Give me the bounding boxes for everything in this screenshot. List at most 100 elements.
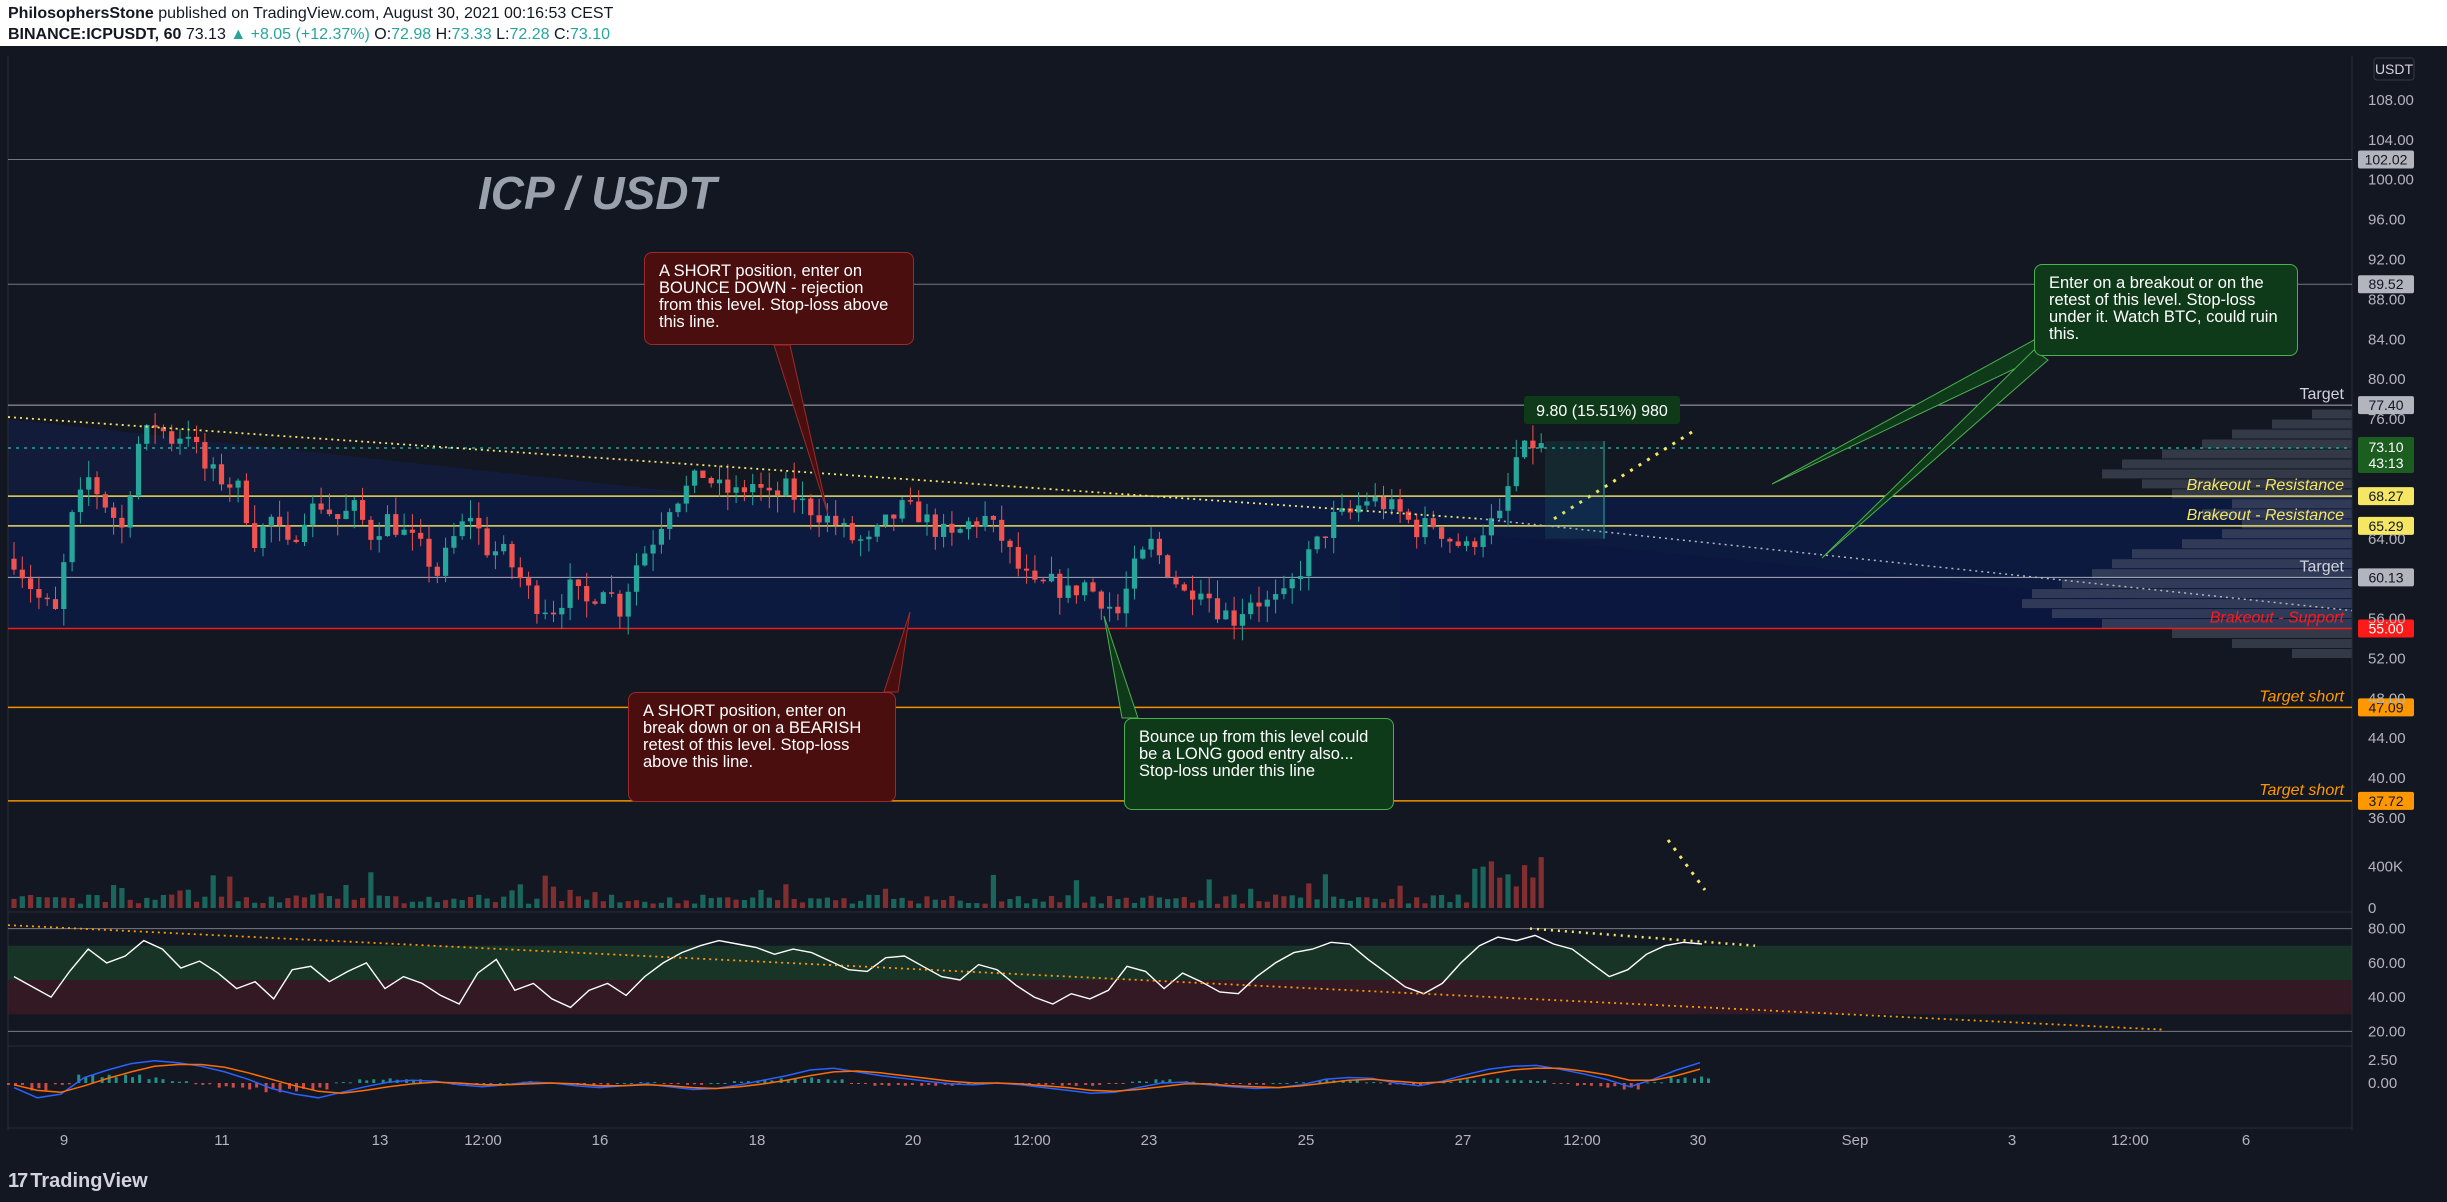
macd-histogram-bar — [896, 1083, 900, 1085]
macd-histogram-bar — [21, 1083, 24, 1085]
volume-bar — [1356, 897, 1362, 908]
volume-bar — [1181, 897, 1187, 908]
candle-body — [351, 500, 357, 511]
volume-bar — [542, 875, 548, 908]
candle-body — [542, 612, 548, 615]
candle-body — [526, 578, 532, 586]
macd-histogram-bar — [1529, 1080, 1533, 1083]
macd-histogram-bar — [271, 1083, 275, 1090]
macd-histogram-bar — [1145, 1081, 1148, 1083]
volume-profile-bar — [2272, 419, 2352, 429]
candle-body — [1339, 508, 1345, 512]
volume-bar — [567, 889, 573, 908]
macd-histogram-bar — [1482, 1078, 1486, 1083]
macd-histogram-bar — [1114, 1083, 1118, 1084]
macd-histogram-bar — [676, 1083, 680, 1084]
volume-bar — [692, 903, 698, 908]
volume-bar — [260, 903, 266, 908]
candle-body — [1314, 536, 1320, 550]
note-short-top[interactable]: A SHORT position, enter on BOUNCE DOWN -… — [644, 252, 914, 345]
volume-bar — [102, 901, 108, 908]
footer-bar: 17 TradingView — [0, 1160, 2447, 1202]
volume-bar — [86, 894, 92, 908]
currency-label: USDT — [2375, 61, 2414, 77]
volume-tick: 400K — [2368, 858, 2403, 875]
signal-line — [13, 1063, 1701, 1094]
rsi-tick-60.00: 60.00 — [2368, 955, 2406, 972]
macd-histogram-bar — [1700, 1076, 1703, 1083]
candle-body — [160, 427, 166, 432]
candle-body — [824, 515, 830, 523]
volume-bar — [1497, 877, 1503, 908]
volume-bar — [1007, 899, 1013, 908]
chart-canvas[interactable]: Target Brakeout - Resistance Brakeout - Re… — [0, 46, 2447, 1160]
macd-histogram-bar — [583, 1083, 586, 1085]
volume-bar — [77, 903, 83, 908]
high-value: 73.33 — [451, 26, 492, 43]
candle-body — [716, 479, 723, 484]
macd-histogram-bar — [124, 1074, 128, 1083]
volume-bar — [808, 898, 814, 908]
macd-histogram-bar — [1037, 1083, 1041, 1085]
candle-body — [700, 470, 706, 478]
volume-bar — [1140, 897, 1146, 908]
descending-trendline-extension — [1479, 518, 2353, 612]
volume-bar — [1048, 895, 1055, 908]
macd-histogram-bar — [810, 1077, 814, 1083]
candle-body — [1405, 511, 1411, 520]
price-tick-36: 36.00 — [2368, 810, 2406, 827]
symbol-name[interactable]: BINANCE:ICPUSDT, 60 — [8, 26, 182, 43]
candle-body — [1223, 610, 1229, 620]
high-label: H: — [435, 26, 452, 43]
candle-body — [77, 489, 83, 513]
candle-body — [210, 464, 216, 469]
macd-histogram-bar — [288, 1083, 291, 1089]
candle-body — [1439, 527, 1445, 539]
macd-histogram-bar — [505, 1083, 509, 1084]
volume-bar — [1289, 895, 1295, 908]
candle-body — [609, 592, 615, 594]
candle-body — [1190, 590, 1196, 600]
open-value: 72.98 — [391, 26, 432, 43]
price-tag-text-55: 55.00 — [2368, 621, 2403, 637]
macd-histogram-bar — [311, 1083, 315, 1090]
volume-bar — [434, 902, 440, 908]
tradingview-logo[interactable]: 17 TradingView — [8, 1170, 148, 1193]
volume-bar — [1405, 903, 1411, 908]
candle-body — [418, 532, 424, 539]
volume-profile-bar — [2172, 629, 2352, 638]
volume-bar — [965, 902, 972, 908]
bar-countdown: 43:13 — [2368, 455, 2403, 471]
volume-bar — [285, 898, 291, 908]
current-price-value: 73.10 — [2368, 439, 2403, 455]
volume-bar — [243, 897, 249, 908]
macd-histogram-bar — [208, 1083, 212, 1085]
volume-bar — [941, 899, 947, 908]
macd-histogram-bar — [1669, 1077, 1673, 1083]
macd-histogram-bar — [1472, 1080, 1476, 1083]
candle-body — [1322, 536, 1328, 539]
note-breakout[interactable]: Enter on a breakout or on the retest of … — [2034, 264, 2298, 356]
note-long[interactable]: Bounce up from this level could be a LON… — [1124, 718, 1394, 810]
author-name[interactable]: PhilosophersStone — [8, 5, 154, 22]
macd-histogram-bar — [302, 1083, 305, 1089]
volume-bar — [194, 901, 200, 908]
measure-range — [1545, 441, 1605, 539]
candle-body — [285, 525, 291, 540]
macd-histogram-bar — [840, 1079, 844, 1083]
note-short-bottom[interactable]: A SHORT position, enter on break down or… — [628, 692, 896, 802]
volume-bar — [451, 898, 457, 908]
price-tick-96: 96.00 — [2368, 212, 2406, 229]
volume-bar — [642, 901, 648, 908]
volume-profile-bar — [2312, 409, 2352, 419]
volume-bar — [932, 899, 938, 908]
macd-histogram-bar — [1215, 1083, 1219, 1084]
currency-button[interactable] — [2373, 57, 2415, 81]
volume-profile-bar — [2062, 579, 2352, 589]
macd-histogram-bar — [1051, 1083, 1055, 1085]
volume-bar — [1098, 903, 1104, 908]
volume-bar — [418, 901, 424, 908]
macd-histogram-bar — [1224, 1083, 1228, 1084]
candle-body — [61, 562, 67, 609]
candle-body — [1107, 606, 1113, 609]
